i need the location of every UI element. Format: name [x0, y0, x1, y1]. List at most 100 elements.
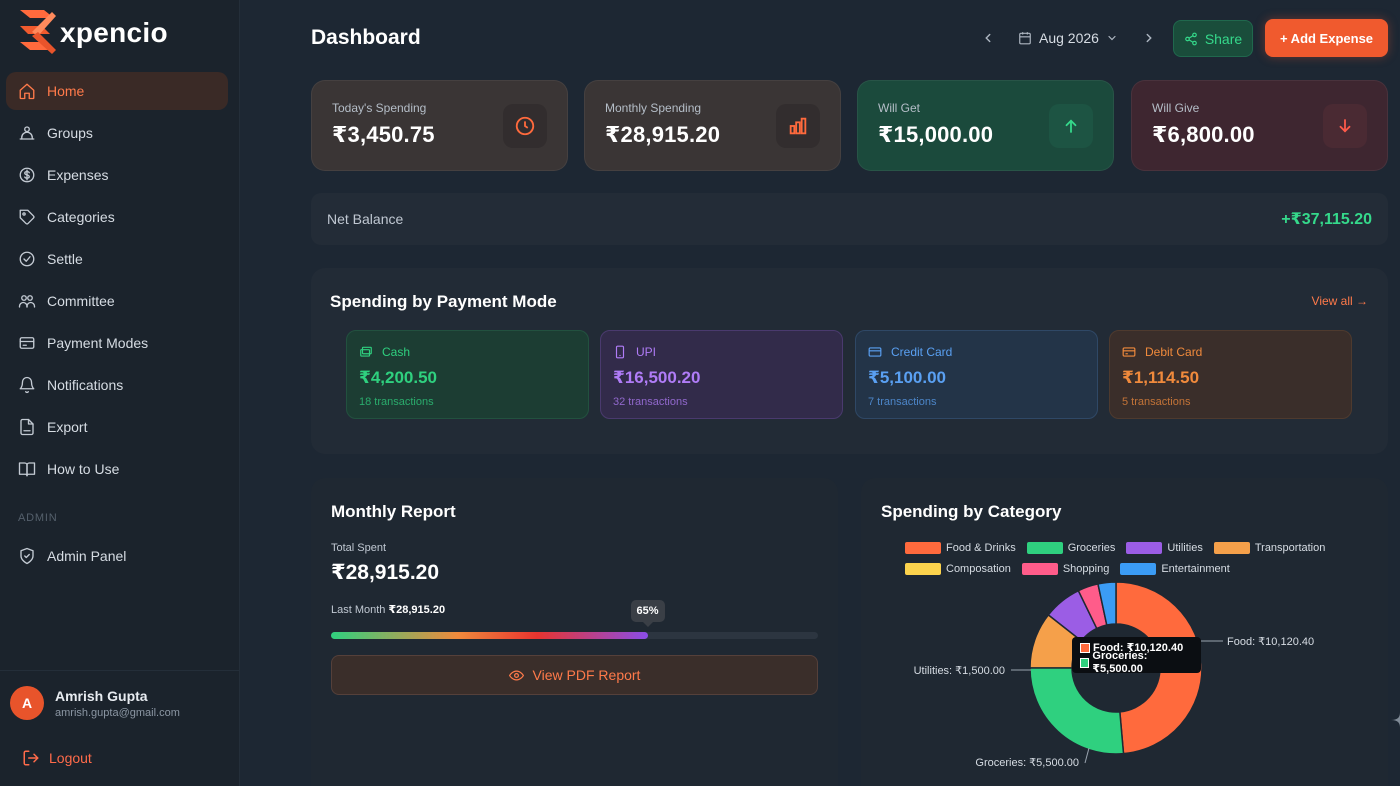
card-icon — [19, 337, 35, 349]
share-icon — [1184, 32, 1197, 45]
bell-icon — [19, 376, 35, 394]
sidebar-item-label: How to Use — [47, 461, 120, 477]
sidebar-item-home[interactable]: Home — [6, 72, 228, 110]
legend-item[interactable]: Transportation — [1213, 541, 1326, 555]
legend-item[interactable]: Food & Drinks — [905, 541, 1016, 555]
legend-swatch — [1026, 542, 1063, 554]
payment-mode-transactions: 32 transactions — [613, 396, 688, 408]
stat-label: Monthly Spending — [605, 101, 702, 115]
sidebar-item-committee[interactable]: Committee — [6, 282, 228, 320]
legend-swatch — [905, 563, 941, 575]
slice-label: Food: ₹10,120.40 — [1227, 636, 1314, 648]
legend-item[interactable]: Shopping — [1021, 562, 1110, 576]
users-icon — [18, 295, 36, 308]
legend-label: Utilities — [1167, 542, 1203, 554]
legend-label: Entertainment — [1161, 563, 1230, 575]
divider — [0, 670, 240, 671]
sidebar-item-label: Groups — [47, 125, 93, 141]
legend-item[interactable]: Entertainment — [1120, 562, 1230, 576]
donut-slice-entertainment[interactable] — [1097, 581, 1117, 626]
month-value: Aug 2026 — [1039, 30, 1099, 46]
last-month-row: Last Month ₹28,915.20 — [331, 603, 445, 616]
payment-mode-name: Credit Card — [891, 345, 953, 359]
legend-item[interactable]: Utilities — [1126, 541, 1203, 555]
brand-logo[interactable]: xpencio — [18, 8, 168, 58]
payment-mode-amount: ₹1,114.50 — [1122, 368, 1200, 387]
avatar: A — [10, 686, 44, 720]
last-month-label: Last Month — [331, 604, 386, 616]
arrow-down-icon — [1339, 119, 1351, 133]
logout-label: Logout — [49, 750, 92, 766]
chevron-right-icon — [1146, 33, 1152, 43]
stat-label: Today's Spending — [332, 101, 427, 115]
legend-label: Transportation — [1254, 542, 1326, 554]
sidebar-item-expenses[interactable]: Expenses — [6, 156, 228, 194]
legend-swatch — [1021, 563, 1058, 575]
sidebar-item-label: Categories — [47, 209, 115, 225]
payment-mode-card-upi[interactable]: UPI ₹16,500.20 32 transactions — [600, 330, 843, 419]
payment-mode-amount: ₹16,500.20 — [613, 368, 701, 387]
payment-mode-card-debit-card[interactable]: Debit Card ₹1,114.50 5 transactions — [1109, 330, 1352, 419]
sparkle-icon — [1391, 712, 1400, 728]
slice-label: Groceries: ₹5,500.00 — [975, 757, 1079, 769]
sidebar-item-label: Notifications — [47, 377, 124, 393]
sidebar-item-categories[interactable]: Categories — [6, 198, 228, 236]
sidebar-item-how-to-use[interactable]: How to Use — [6, 450, 228, 488]
legend-label: Composation — [946, 563, 1011, 575]
legend-item[interactable]: Composation — [905, 562, 1011, 576]
logo-e-mark-icon — [20, 10, 56, 54]
total-spent-label: Total Spent — [331, 542, 387, 554]
chart-tooltip: Food: ₹10,120.40 Groceries: ₹5,500.00 — [1072, 637, 1201, 675]
legend-label: Shopping — [1062, 563, 1110, 575]
total-spent-value: ₹28,915.20 — [331, 561, 440, 584]
payment-mode-amount: ₹4,200.50 — [359, 368, 438, 387]
sidebar-item-groups[interactable]: Groups — [6, 114, 228, 152]
net-balance-label: Net Balance — [327, 211, 404, 227]
debit-card-icon — [1122, 347, 1136, 357]
check-circle-icon — [19, 251, 35, 267]
legend-swatch — [905, 542, 941, 554]
user-profile[interactable]: A Amrish Gupta amrish.gupta@gmail.com — [10, 686, 180, 720]
payment-mode-card-credit-card[interactable]: Credit Card ₹5,100.00 7 transactions — [855, 330, 1098, 419]
share-button[interactable]: Share — [1173, 20, 1253, 57]
category-chart-card: Spending by Category Food & Drinks Grocer… — [861, 478, 1388, 786]
file-icon — [20, 418, 34, 436]
view-pdf-report-label: View PDF Report — [532, 667, 641, 683]
add-expense-button[interactable]: + Add Expense — [1265, 19, 1388, 57]
logout-button[interactable]: Logout — [22, 749, 92, 767]
tag-icon — [19, 209, 35, 225]
sidebar-item-settle[interactable]: Settle — [6, 240, 228, 278]
progress-tooltip: 65% — [630, 600, 665, 622]
prev-month-button[interactable] — [979, 29, 997, 47]
next-month-button[interactable] — [1140, 29, 1158, 47]
tooltip-line: Groceries: ₹5,500.00 — [1092, 650, 1148, 675]
view-all-link[interactable]: View all → — [1311, 294, 1368, 308]
phone-icon — [615, 345, 625, 359]
tooltip-swatch — [1080, 642, 1090, 653]
payment-mode-transactions: 5 transactions — [1122, 396, 1191, 408]
payment-mode-name: Debit Card — [1145, 345, 1203, 359]
legend-item[interactable]: Groceries — [1026, 541, 1115, 555]
sidebar-item-export[interactable]: Export — [6, 408, 228, 446]
admin-nav: Admin Panel — [6, 537, 228, 579]
sidebar-item-payment-modes[interactable]: Payment Modes — [6, 324, 228, 362]
sidebar-item-notifications[interactable]: Notifications — [6, 366, 228, 404]
chart-legend: Food & Drinks Groceries Utilities Transport… — [905, 541, 1375, 576]
donut-slice-groceries[interactable] — [1029, 667, 1125, 755]
sidebar-item-label: Admin Panel — [47, 548, 127, 564]
shield-icon — [20, 547, 34, 565]
calendar-icon — [1019, 32, 1031, 45]
sidebar: xpencio Home Groups Expenses Categories Sett… — [0, 0, 240, 786]
stat-label: Will Give — [1152, 101, 1200, 115]
bar-chart-icon — [789, 117, 807, 135]
sidebar-item-admin-panel[interactable]: Admin Panel — [6, 537, 228, 575]
callout-line — [1084, 747, 1090, 764]
view-pdf-report-button[interactable]: View PDF Report — [331, 655, 818, 695]
net-balance-value: +₹37,115.20 — [1281, 211, 1372, 228]
legend-swatch — [1120, 563, 1157, 575]
payment-mode-section: Spending by Payment Mode View all → Cash… — [311, 268, 1388, 454]
stat-value: ₹3,450.75 — [332, 122, 435, 147]
month-picker[interactable]: Aug 2026 — [1010, 24, 1126, 52]
payment-mode-card-cash[interactable]: Cash ₹4,200.50 18 transactions — [346, 330, 589, 419]
sidebar-item-label: Settle — [47, 251, 83, 267]
